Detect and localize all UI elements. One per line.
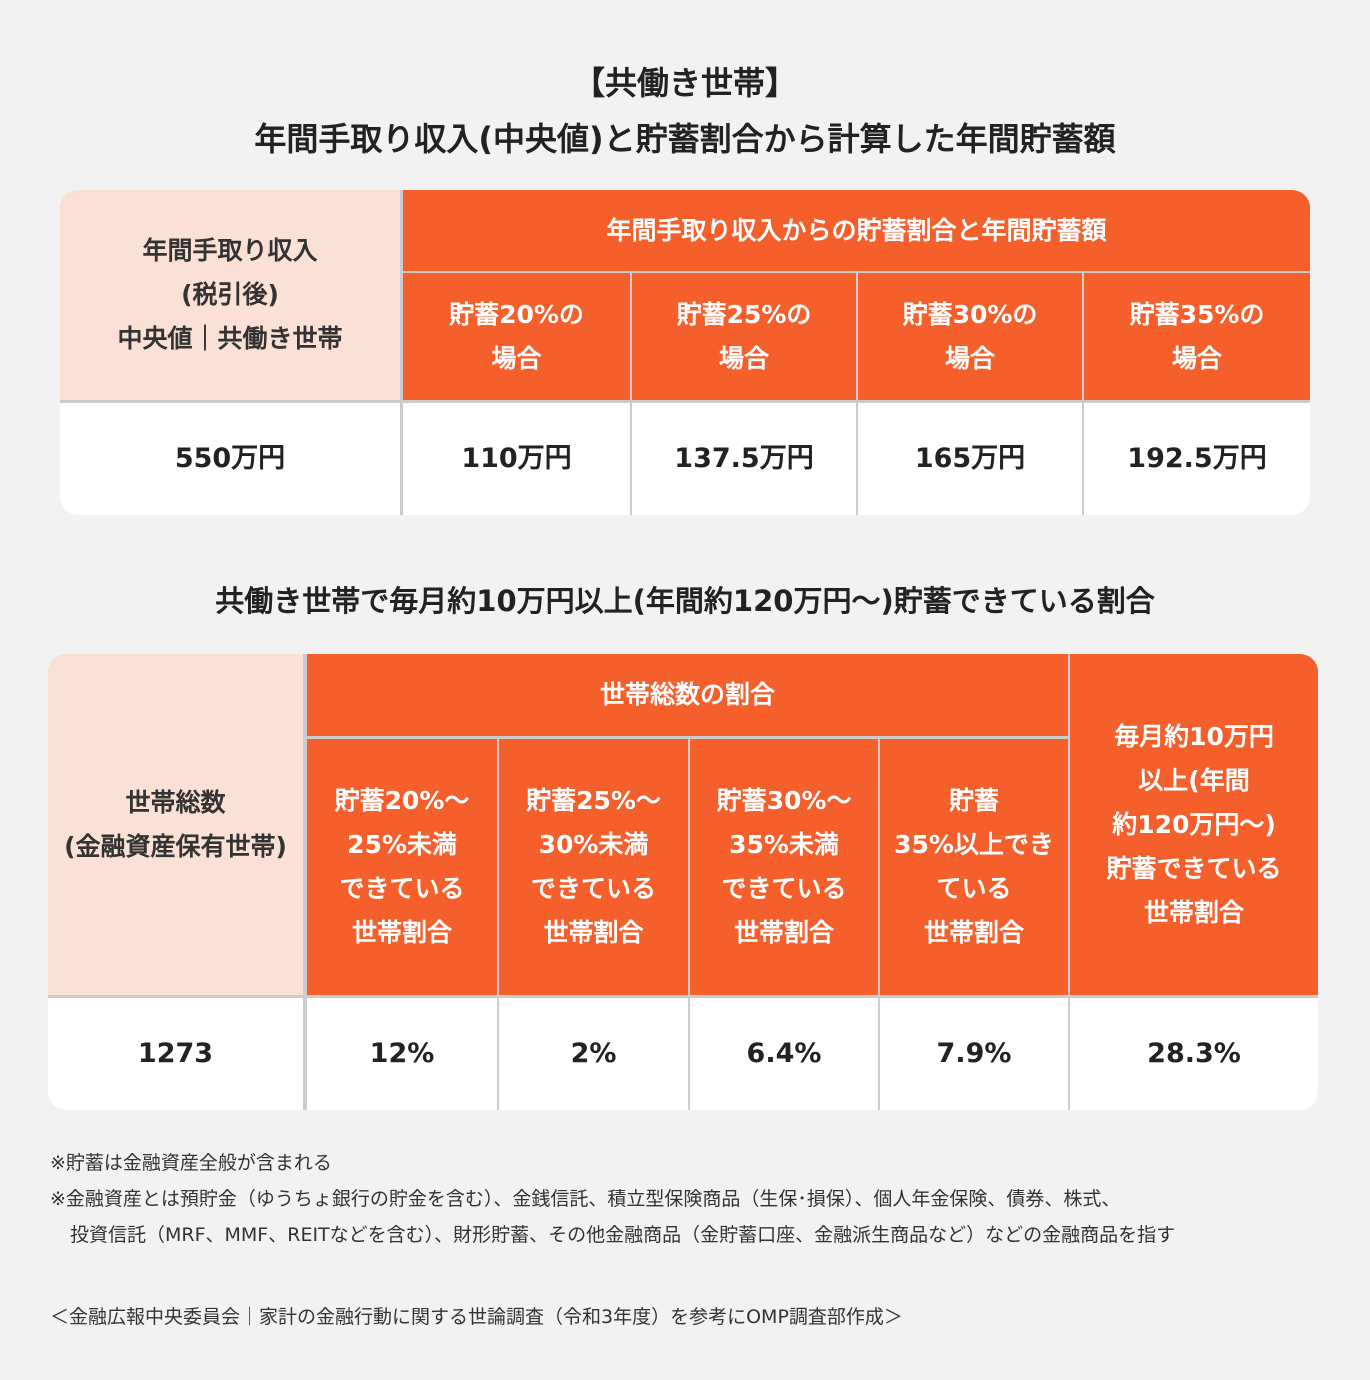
text: 以上(年間: [1138, 765, 1250, 795]
text: 12%: [369, 1038, 435, 1069]
text: できている: [339, 874, 465, 903]
data-cell: 550万円: [60, 403, 400, 515]
header-cell: 世帯総数の割合: [307, 654, 1068, 736]
text: 550万円: [174, 443, 286, 474]
text: 7.9%: [936, 1038, 1012, 1069]
text: 貯蓄25%〜: [526, 786, 661, 815]
text: 137.5万円: [674, 443, 814, 474]
note: 投資信託（MRF、MMF、REITなどを含む）、財形貯蓄、その他金融商品（金貯蓄…: [70, 1224, 1176, 1246]
text: 場合: [1171, 343, 1222, 373]
text: できている: [530, 874, 656, 903]
header-cell: 貯蓄35%の 場合: [1084, 273, 1310, 400]
source: ＜金融広報中央委員会｜家計の金融行動に関する世論調査（令和3年度）を参考にOMP…: [50, 1306, 903, 1328]
text: ている: [936, 874, 1012, 903]
text: 世帯総数: [125, 787, 226, 817]
text: 貯蓄25%の: [676, 299, 812, 329]
text: 貯蓄20%〜: [334, 786, 470, 815]
text: 貯蓄できている: [1106, 853, 1282, 883]
data-cell: 110万円: [403, 403, 630, 515]
title: 年間手取り収入(中央値)と貯蓄割合から計算した年間貯蓄額: [254, 120, 1116, 158]
text: 35%未満: [729, 830, 839, 859]
text: 中央値｜共働き世帯: [117, 324, 343, 353]
heading: 共働き世帯で毎月約10万円以上(年間約120万円〜)貯蓄できている割合: [215, 584, 1155, 618]
header-cell: 年間手取り収入からの貯蓄割合と年間貯蓄額: [403, 190, 1310, 271]
note: ※貯蓄は金融資産全般が含まれる: [50, 1152, 332, 1174]
text: 110万円: [461, 443, 572, 474]
text: 30%未満: [538, 830, 649, 859]
table: 世帯総数 (金融資産保有世帯) 世帯総数の割合 毎月約10万円 以上(年間 約1…: [48, 654, 1318, 1110]
data-cell: 1273: [48, 998, 303, 1110]
text: 25%未満: [347, 830, 457, 859]
text: 毎月約10万円: [1114, 721, 1274, 751]
data-cell: 28.3%: [1070, 998, 1318, 1110]
data-cell: 6.4%: [690, 998, 878, 1110]
note: ※金融資産とは預貯金（ゆうちょ銀行の貯金を含む）、金銭信託、積立型保険商品（生保…: [50, 1188, 1121, 1210]
data-cell: 192.5万円: [1084, 403, 1310, 515]
text: 28.3%: [1147, 1038, 1241, 1069]
text: 192.5万円: [1127, 443, 1267, 474]
data-cell: 12%: [307, 998, 497, 1110]
header-cell: 貯蓄25%の 場合: [632, 273, 856, 400]
text: 35%以上でき: [894, 830, 1054, 859]
header-cell: 貯蓄30%〜 35%未満できている世帯割合: [690, 739, 878, 995]
text: 貯蓄30%の: [902, 299, 1038, 329]
header-cell: 貯蓄20%〜 25%未満できている世帯割合: [307, 739, 497, 995]
text: 世帯割合: [1143, 897, 1244, 927]
text: 世帯割合: [351, 918, 452, 947]
text: 165万円: [914, 443, 1026, 474]
header-cell: 毎月約10万円 以上(年間 約120万円〜) 貯蓄できている 世帯割合: [1070, 654, 1318, 995]
table: 年間手取り収入 (税引後) 中央値｜共働き世帯 年間手取り収入からの貯蓄割合と年…: [60, 190, 1310, 515]
text: 場合: [491, 343, 542, 373]
text: 6.4%: [746, 1038, 822, 1069]
text: (金融資産保有世帯): [64, 831, 287, 861]
text: 世帯割合: [733, 918, 834, 947]
title: 【共働き世帯】: [572, 64, 797, 102]
text: 貯蓄30%〜: [716, 786, 852, 815]
header-cell: 貯蓄30%の 場合: [858, 273, 1082, 400]
text: 貯蓄: [948, 786, 999, 815]
text: 年間手取り収入: [142, 236, 318, 265]
data-cell: 137.5万円: [632, 403, 856, 515]
text: 約120万円〜): [1112, 809, 1276, 839]
text: 世帯割合: [923, 918, 1024, 947]
text: 年間手取り収入からの貯蓄割合と年間貯蓄額: [606, 215, 1107, 245]
text: 世帯割合: [543, 918, 644, 947]
header-cell: 貯蓄20%の 場合: [403, 273, 630, 400]
data-cell: 2%: [499, 998, 688, 1110]
data-cell: 165万円: [858, 403, 1082, 515]
text: できている: [721, 874, 847, 903]
text: 1273: [137, 1038, 214, 1069]
text: 場合: [944, 343, 995, 373]
text: 貯蓄35%の: [1129, 299, 1265, 329]
data-cell: 7.9%: [880, 998, 1068, 1110]
text: (税引後): [181, 280, 279, 309]
header-cell: 年間手取り収入 (税引後) 中央値｜共働き世帯: [60, 190, 400, 400]
header-cell: 貯蓄25%〜 30%未満できている世帯割合: [499, 739, 688, 995]
text: 場合: [718, 343, 769, 373]
header-cell: 貯蓄 35%以上でき ている世帯割合: [880, 739, 1068, 995]
header-cell: 世帯総数 (金融資産保有世帯): [48, 654, 303, 995]
text: 世帯総数の割合: [599, 680, 775, 709]
text: 貯蓄20%の: [449, 299, 584, 329]
text: 2%: [570, 1038, 617, 1069]
